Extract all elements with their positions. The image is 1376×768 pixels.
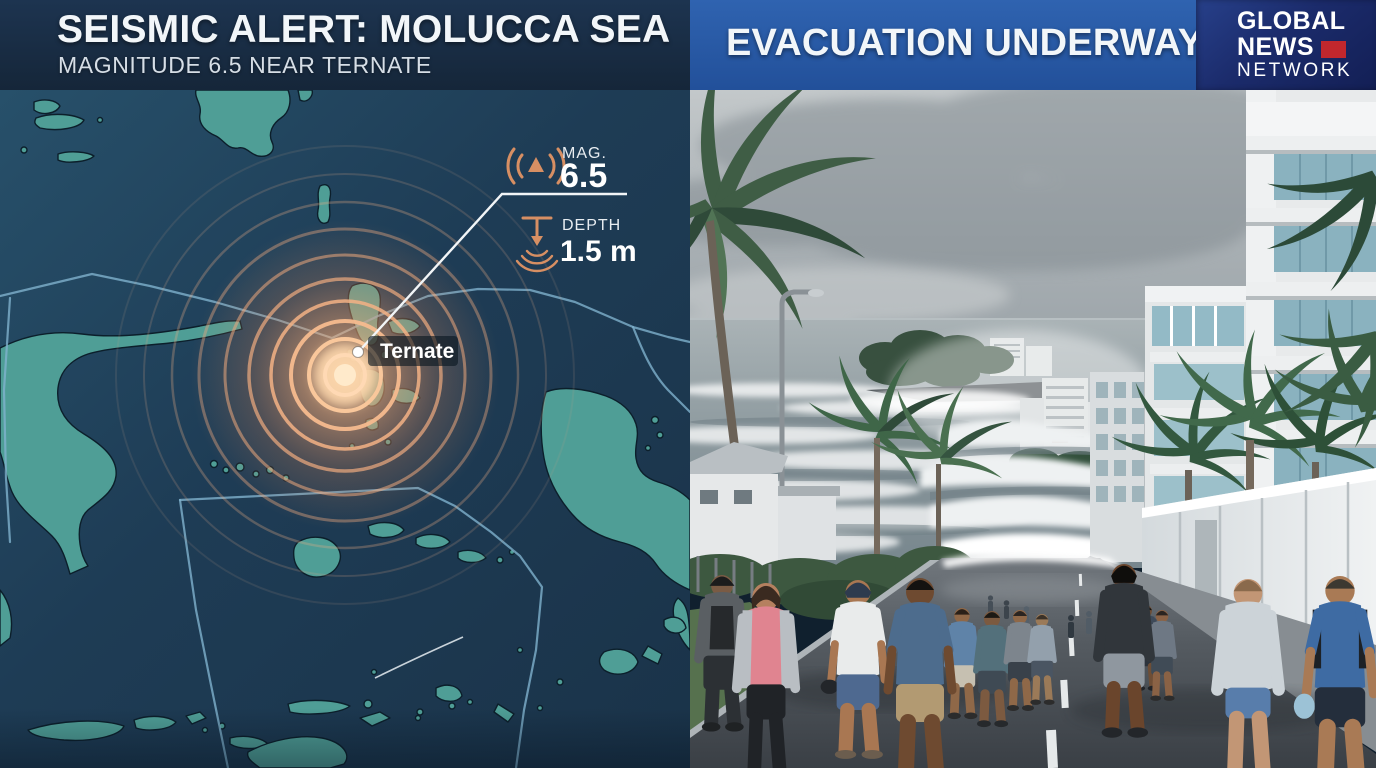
epicenter-dot <box>334 364 356 386</box>
depth-stat: DEPTH 1.5 m <box>515 216 637 273</box>
pedestrian-dark-jacket <box>1093 564 1155 738</box>
left-headline-bar: SEISMIC ALERT: MOLUCCA SEA MAGNITUDE 6.5… <box>0 0 690 90</box>
map-bottom-vignette <box>0 708 690 768</box>
pedestrian-pink-top-woman <box>731 583 801 768</box>
evacuation-photo <box>690 90 1376 768</box>
seismic-alert-panel: SEISMIC ALERT: MOLUCCA SEA MAGNITUDE 6.5… <box>0 0 690 768</box>
evacuee-crowd <box>694 564 1376 768</box>
house-wall <box>690 474 778 566</box>
pedestrian-light-hoodie-woman <box>1211 579 1285 768</box>
epicenter-shockwave-rings <box>115 145 575 605</box>
magnitude-stat: MAG. 6.5 <box>506 145 607 195</box>
pedestrian-blue-tshirt <box>883 578 957 768</box>
depth-value: 1.5 m <box>560 235 637 268</box>
left-subheadline: MAGNITUDE 6.5 NEAR TERNATE <box>58 52 432 78</box>
right-headline-bar: EVACUATION UNDERWAY GLOBAL NEWS NETWORK <box>690 0 1376 90</box>
pedestrian-white-tshirt <box>820 580 889 759</box>
logo-line-global: GLOBAL <box>1237 7 1346 35</box>
map-path-line <box>374 636 464 679</box>
left-headline: SEISMIC ALERT: MOLUCCA SEA <box>57 8 671 51</box>
magnitude-value: 6.5 <box>560 157 607 195</box>
street-surge-foam <box>942 550 1120 568</box>
magnitude-label: MAG. <box>562 145 607 162</box>
ternate-marker: Ternate <box>352 336 458 366</box>
callout-line <box>361 192 627 349</box>
street-lamp <box>779 289 812 520</box>
pedestrian <box>973 611 1011 728</box>
depth-icon <box>515 216 559 273</box>
depth-label: DEPTH <box>562 217 621 234</box>
logo-accent-square <box>1321 40 1346 58</box>
pedestrian <box>1027 614 1057 705</box>
evacuation-panel: EVACUATION UNDERWAY GLOBAL NEWS NETWORK <box>690 0 1376 768</box>
global-news-network-logo: GLOBAL NEWS NETWORK <box>1196 0 1376 90</box>
road-centerline <box>1046 573 1083 768</box>
right-headline: EVACUATION UNDERWAY <box>726 22 1204 64</box>
seismic-magnitude-icon <box>506 147 566 185</box>
ternate-label: Ternate <box>380 340 454 363</box>
seismic-map: Ternate MAG. 6.5 <box>0 90 690 768</box>
pedestrian-backpack-man <box>1293 576 1376 768</box>
logo-line-news: NEWS <box>1237 33 1314 61</box>
logo-line-network: NETWORK <box>1237 60 1353 81</box>
